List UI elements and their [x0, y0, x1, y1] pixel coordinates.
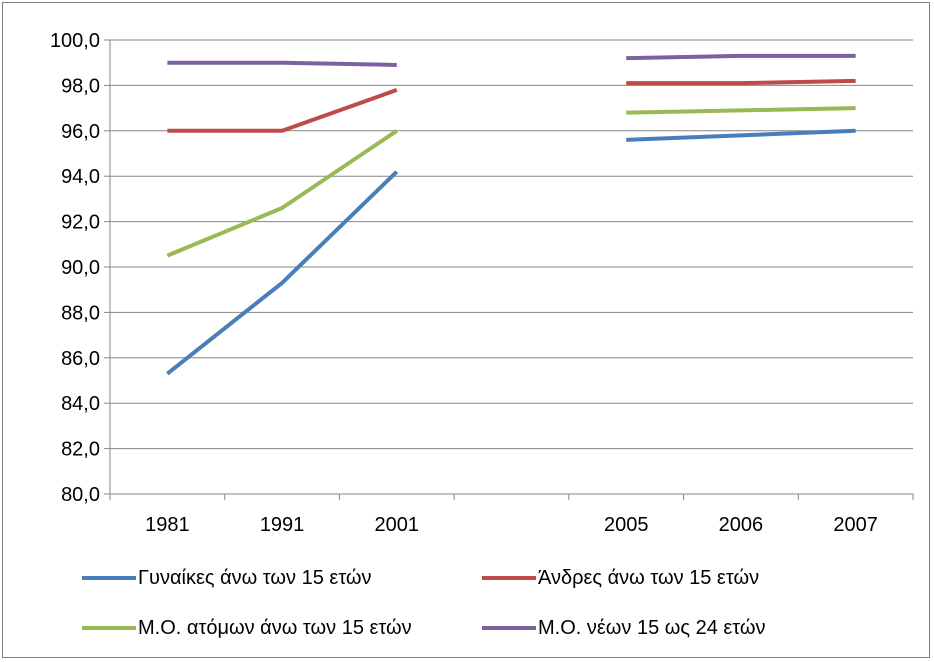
series-line [626, 53, 856, 61]
y-tick-label: 96,0 [61, 121, 100, 143]
y-tick-label: 98,0 [61, 75, 100, 97]
x-tick-label: 2001 [375, 514, 420, 536]
gridlines [110, 39, 913, 450]
series-line [626, 128, 856, 142]
legend-label: Γυναίκες άνω των 15 ετών [138, 567, 372, 589]
series-lines [166, 53, 856, 376]
x-tick-label: 1991 [260, 514, 305, 536]
y-tick-label: 80,0 [61, 484, 100, 506]
axes [104, 39, 914, 500]
y-tick-label: 94,0 [61, 166, 100, 188]
series-line [167, 60, 397, 67]
y-tick-label: 82,0 [61, 439, 100, 461]
x-tick-label: 2007 [833, 514, 878, 536]
x-axis-tick-labels: 1981 1991 2001 2005 2006 2007 [145, 514, 878, 536]
y-tick-label: 88,0 [61, 302, 100, 324]
series-line [166, 170, 399, 376]
x-tick-label: 1981 [145, 514, 190, 536]
series-line [626, 106, 856, 115]
series-line [166, 129, 398, 258]
x-tick-label: 2006 [719, 514, 764, 536]
y-tick-label: 100,0 [50, 30, 100, 52]
series-line [626, 78, 856, 86]
legend-label: Μ.Ο. ατόμων άνω των 15 ετών [138, 617, 412, 639]
y-tick-label: 84,0 [61, 393, 100, 415]
y-tick-label: 92,0 [61, 212, 100, 234]
series-line [167, 88, 398, 133]
legend: Γυναίκες άνω των 15 ετών Άνδρες άνω των 1… [82, 567, 766, 639]
legend-label: Άνδρες άνω των 15 ετών [538, 567, 759, 589]
y-tick-label: 90,0 [61, 257, 100, 279]
legend-label: Μ.Ο. νέων 15 ως 24 ετών [538, 617, 766, 639]
y-axis-tick-labels: 80,0 82,0 84,0 86,0 88,0 90,0 92,0 94,0 96,0 98,0… [50, 30, 100, 506]
x-tick-label: 2005 [604, 514, 649, 536]
y-tick-label: 86,0 [61, 348, 100, 370]
